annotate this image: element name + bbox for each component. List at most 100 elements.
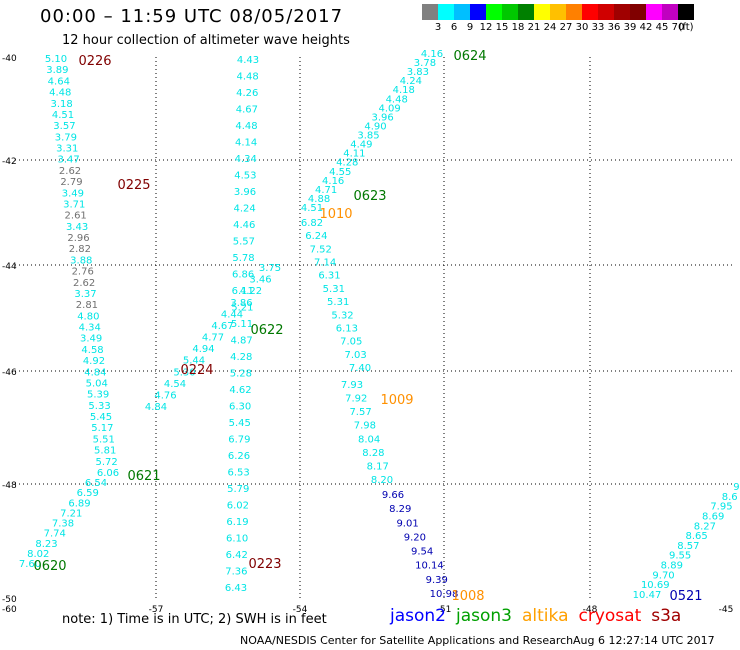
track-label-1009: 1009: [380, 393, 413, 408]
color-swatch-row: [422, 4, 694, 20]
track-1008-value-0: 9.66: [382, 490, 404, 501]
track-0223-value-32: 6.43: [225, 583, 247, 594]
track-1009-value-2: 7.57: [349, 407, 371, 418]
track-0223-value-30: 6.42: [226, 550, 248, 561]
track-0521-value-0: 9.: [733, 482, 740, 493]
track-0624-up-value-4: 4.18: [393, 85, 415, 96]
legend-label-13: 42: [639, 22, 653, 33]
lat-tick-4: -48: [2, 481, 17, 491]
track-0624-down-value-11: 7.40: [349, 363, 371, 374]
color-label-row: 3 6 9 12 15 18 21 24 27 30 33 36 39 42 45 70 (ft): [422, 20, 694, 34]
track-0621-value-6: 8.23: [35, 539, 57, 550]
track-0521-value-4: 8.27: [694, 521, 716, 532]
track-1009-value-5: 8.28: [362, 448, 384, 459]
track-0521-value-9: 9.70: [652, 570, 674, 581]
generated-timestamp: Aug 6 12:27:14 UTC 2017: [573, 634, 715, 647]
track-1009-value-3: 7.98: [354, 421, 376, 432]
track-0226-value-30: 5.39: [87, 390, 109, 401]
track-0226-value-35: 5.81: [94, 446, 116, 457]
track-label-0620: 0620: [33, 559, 66, 574]
track-0226-value-0: 5.10: [45, 54, 67, 65]
track-0624-down-value-3: 7.14: [314, 258, 336, 269]
track-1009-value-6: 8.17: [367, 461, 389, 472]
track-0226-value-15: 3.43: [66, 222, 88, 233]
legend-swatch-12: [614, 4, 630, 20]
lat-tick-1: -42: [2, 157, 17, 167]
track-0622-value-11: 4.76: [154, 390, 176, 401]
track-label-0225: 0225: [117, 178, 150, 193]
track-0624-up-value-9: 3.85: [357, 131, 379, 142]
track-0223-value-11: 5.57: [233, 237, 255, 248]
track-0622-value-0: 3.75: [259, 263, 281, 274]
legend-swatch-10: [582, 4, 598, 20]
track-0226-value-5: 4.51: [52, 110, 74, 121]
track-0624-down-value-1: 6.24: [305, 231, 327, 242]
track-0223-value-13: 6.86: [232, 270, 254, 281]
track-0521-value-6: 8.57: [677, 541, 699, 552]
lon-tick-2: -54: [293, 605, 308, 615]
legend-label-15: 70: [671, 22, 685, 33]
track-1009-value-7: 8.20: [371, 475, 393, 486]
track-1008-value-5: 10.14: [415, 561, 444, 572]
track-0624-down-value-2: 7.52: [310, 244, 332, 255]
track-0621-value-3: 7.21: [60, 508, 82, 519]
track-0223-value-24: 6.26: [228, 451, 250, 462]
track-0624-up-value-6: 4.09: [379, 103, 401, 114]
track-0223-value-2: 4.26: [236, 88, 258, 99]
track-0521-value-8: 8.89: [661, 561, 683, 572]
track-0223-value-31: 7.36: [225, 567, 247, 578]
track-0223-value-3: 4.67: [236, 105, 258, 116]
lat-tick-5: -50: [2, 595, 17, 605]
track-0622-value-5: 4.67: [211, 321, 233, 332]
legend-swatch-11: [598, 4, 614, 20]
units-note: note: 1) Time is in UTC; 2) SWH is in fe…: [62, 612, 327, 627]
track-0622-value-2: 4.22: [240, 286, 262, 297]
track-0621-value-5: 7.74: [44, 529, 66, 540]
legend-swatch-16: [678, 4, 694, 20]
legend-swatch-13: [630, 4, 646, 20]
track-0223-value-27: 6.02: [227, 501, 249, 512]
track-0622-value-1: 3.46: [249, 275, 271, 286]
track-0624-up-value-10: 4.49: [350, 140, 372, 151]
track-0223-value-17: 4.87: [230, 336, 252, 347]
axis-ticks: -40 -42 -44 -46 -48 -50-60 -57 -54 -51 -48 -45: [2, 54, 733, 615]
track-0622-value-4: 4.44: [221, 309, 243, 320]
track-0226-value-13: 3.71: [63, 199, 85, 210]
track-0226-value-18: 3.88: [70, 255, 92, 266]
legend-label-8: 27: [559, 22, 573, 33]
track-0624-up-value-12: 4.28: [336, 158, 358, 169]
legend-swatch-2: [454, 4, 470, 20]
track-1009-value-0: 7.93: [341, 380, 363, 391]
legend-swatch-3: [470, 4, 486, 20]
track-0624-down-value-7: 5.32: [331, 310, 353, 321]
track-0223-value-7: 4.53: [234, 171, 256, 182]
track-0226-value-27: 4.92: [83, 356, 105, 367]
sat-legend-s3a: s3a: [651, 606, 682, 626]
track-0226-value-3: 4.48: [49, 88, 71, 99]
track-0621-value-1: 6.59: [77, 488, 99, 499]
track-label-0223: 0223: [248, 557, 281, 572]
track-0226-value-21: 3.37: [74, 289, 96, 300]
track-0226-value-33: 5.17: [91, 423, 113, 434]
track-1008-value-2: 9.01: [396, 518, 418, 529]
track-label-0224: 0224: [180, 363, 213, 378]
track-1009-value-1: 7.92: [345, 394, 367, 405]
track-0624-up-value-8: 4.90: [364, 121, 386, 132]
track-0226-value-8: 3.31: [56, 144, 78, 155]
track-0226-value-28: 4.84: [84, 367, 106, 378]
track-1008-value-1: 8.29: [389, 504, 411, 515]
legend-swatch-8: [550, 4, 566, 20]
track-0226-value-1: 3.89: [46, 65, 68, 76]
track-0624-up-value-2: 3.83: [407, 67, 429, 78]
track-0226-value-16: 2.96: [67, 233, 89, 244]
track-0223-value-12: 5.78: [232, 253, 254, 264]
track-1008-value-7: 10.98: [430, 589, 459, 600]
track-0624-down-value-6: 5.31: [327, 297, 349, 308]
track-0226-value-31: 5.33: [88, 401, 110, 412]
track-0226-value-37: 6.06: [97, 468, 119, 479]
legend-label-10: 33: [591, 22, 605, 33]
track-label-0622: 0622: [250, 323, 283, 338]
track-0521-value-7: 9.55: [669, 551, 691, 562]
track-0624-up-value-7: 3.96: [371, 112, 393, 123]
